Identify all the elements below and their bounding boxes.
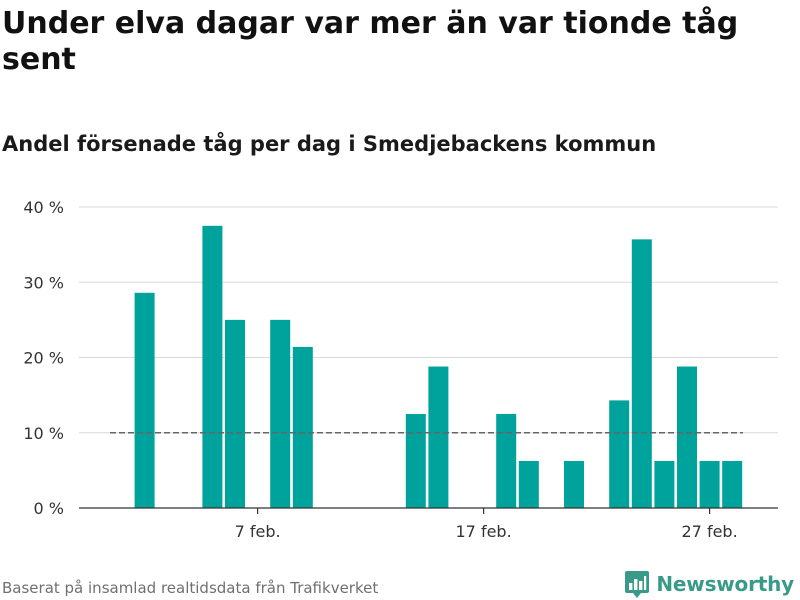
x-tick-label: 17 feb. xyxy=(456,522,512,541)
y-tick-label: 10 % xyxy=(23,424,64,443)
bar xyxy=(292,346,313,508)
bar xyxy=(405,413,426,508)
bar xyxy=(270,319,291,508)
brand-name: Newsworthy xyxy=(656,572,794,596)
bar xyxy=(677,366,697,508)
bar xyxy=(225,319,245,508)
x-axis-tick-labels: 7 feb. 17 feb. 27 feb. xyxy=(235,522,738,541)
bar xyxy=(428,366,449,508)
y-tick-label: 30 % xyxy=(23,273,64,292)
y-tick-label: 40 % xyxy=(23,198,64,217)
chart-title: Under elva dagar var mer än var tionde t… xyxy=(2,6,739,77)
bar xyxy=(564,460,584,508)
x-tick-label: 7 feb. xyxy=(235,522,281,541)
bar-chart-logo-icon xyxy=(625,570,650,598)
chart-subtitle: Andel försenade tåg per dag i Smedjeback… xyxy=(2,132,657,156)
source-note: Baserat på insamlad realtidsdata från Tr… xyxy=(2,579,379,597)
bars xyxy=(134,225,743,509)
bar xyxy=(609,400,630,508)
x-tick-label: 27 feb. xyxy=(682,522,738,541)
y-tick-label: 0 % xyxy=(34,499,64,518)
bar xyxy=(134,292,155,508)
bar xyxy=(202,225,223,508)
bar xyxy=(699,460,720,508)
bar xyxy=(631,239,652,509)
bar xyxy=(722,460,743,508)
y-tick-label: 20 % xyxy=(23,349,64,368)
bar xyxy=(654,460,675,508)
x-axis xyxy=(79,507,778,514)
bar xyxy=(518,460,539,508)
brand-logo-block: Newsworthy xyxy=(625,569,794,599)
y-axis-tick-labels: 0 % 10 % 20 % 30 % 40 % xyxy=(23,198,64,518)
bar xyxy=(496,413,517,508)
